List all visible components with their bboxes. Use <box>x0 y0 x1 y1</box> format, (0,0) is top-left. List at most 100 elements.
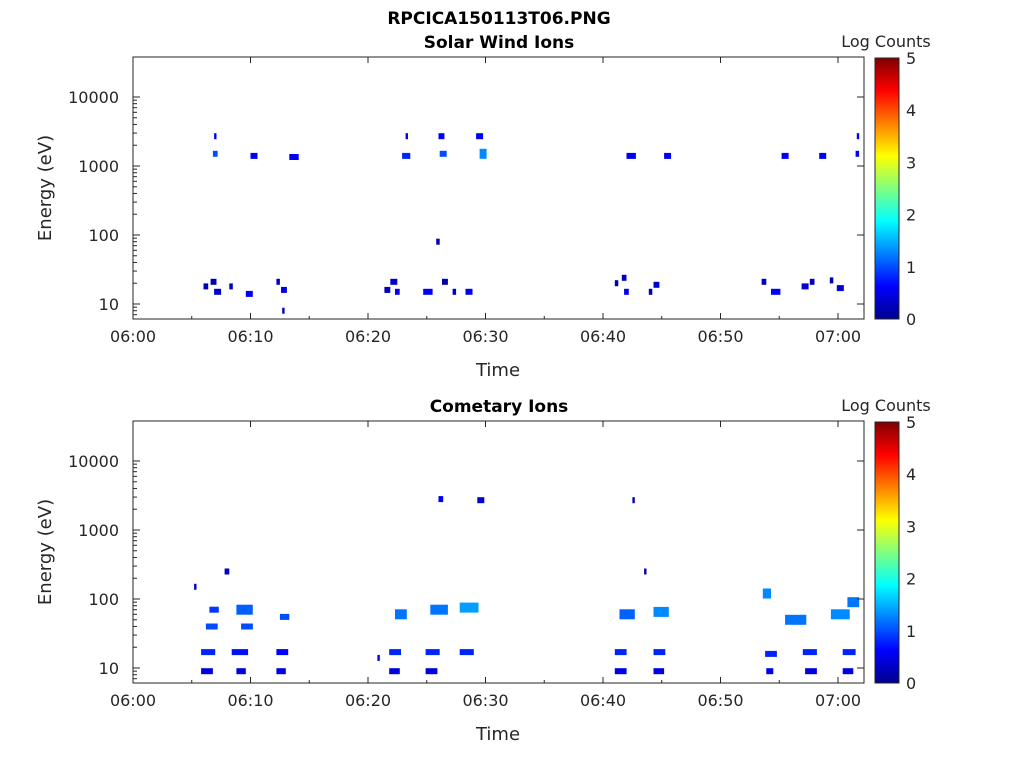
heatmap-cell <box>664 152 672 159</box>
heatmap-cell <box>829 277 834 284</box>
y-tick-label: 10 <box>99 295 119 314</box>
heatmap-cell <box>855 150 860 157</box>
x-tick-label: 06:30 <box>462 327 508 346</box>
heatmap-cell <box>390 278 398 285</box>
heatmap-cell <box>644 568 647 575</box>
heatmap-cell <box>436 238 440 245</box>
colorbar-tick-label: 0 <box>906 674 916 693</box>
heatmap-cell <box>430 604 448 615</box>
heatmap-cell <box>856 133 860 140</box>
heatmap-cell <box>624 288 629 295</box>
heatmap-cell <box>245 290 253 297</box>
x-tick-label: 06:50 <box>697 691 743 710</box>
x-tick-label: 06:40 <box>580 691 626 710</box>
heatmap-cell <box>425 649 440 656</box>
x-tick-label: 06:50 <box>697 327 743 346</box>
heatmap-cell <box>771 288 781 295</box>
panel-cometary: Cometary Ions Energy (eV) Time Log Count… <box>35 396 931 745</box>
colorbar-tick-label: 2 <box>906 206 916 225</box>
heatmap-cell <box>236 604 253 615</box>
heatmap-cell <box>201 668 213 675</box>
heatmap-cell <box>836 285 844 292</box>
x-tick-label: 06:40 <box>580 327 626 346</box>
heatmap-cell <box>425 668 438 675</box>
colorbar-label: Log Counts <box>841 396 931 415</box>
y-tick-label: 10 <box>99 659 119 678</box>
heatmap-cell <box>847 597 860 608</box>
heatmap-cell <box>842 649 856 656</box>
heatmap-cell <box>395 609 407 620</box>
heatmap-cell <box>377 654 380 661</box>
heatmap-cell <box>442 278 448 285</box>
heatmap-cell <box>781 152 789 159</box>
colorbar-tick-label: 2 <box>906 570 916 589</box>
plot-frame <box>132 420 865 684</box>
heatmap-cell <box>765 650 777 657</box>
heatmap-cell <box>402 152 411 159</box>
x-axis-label: Time <box>475 360 520 381</box>
heatmap-cell <box>214 288 222 295</box>
heatmap-cell <box>405 133 408 140</box>
heatmap-cell <box>626 152 636 159</box>
heatmap-cell <box>282 307 285 314</box>
colorbar-tick-label: 1 <box>906 258 916 277</box>
heatmap-cell <box>809 278 815 285</box>
heatmap-cell <box>459 602 479 613</box>
heatmap-cell <box>614 668 627 675</box>
x-tick-labels: 06:00 06:10 06:20 06:30 06:40 06:50 07:00 <box>110 57 861 346</box>
y-tick-label: 1000 <box>78 157 119 176</box>
x-tick-label: 07:00 <box>815 327 861 346</box>
heatmap-cell <box>395 288 400 295</box>
heatmap-cell <box>276 649 289 656</box>
heatmap-cell <box>281 286 287 293</box>
heatmap-cell <box>653 281 660 288</box>
heatmap-cell <box>236 668 246 675</box>
heatmap-cell <box>389 649 401 656</box>
panel-title: Cometary Ions <box>430 397 569 417</box>
heatmap-cell <box>801 283 809 290</box>
heatmap-cell <box>241 623 253 630</box>
x-tick-label: 06:30 <box>462 691 508 710</box>
heatmap-cell <box>389 668 400 675</box>
heatmap-cell <box>205 623 218 630</box>
heatmap-cell <box>438 496 444 503</box>
heatmap-cell <box>212 150 218 157</box>
heatmap-cell <box>621 274 627 281</box>
y-tick-label: 10000 <box>68 88 119 107</box>
y-axis-label: Energy (eV) <box>35 135 56 241</box>
y-tick-label: 1000 <box>78 521 119 540</box>
heatmap-cell <box>830 609 850 620</box>
heatmap-cell <box>289 154 299 160</box>
heatmap-cell <box>229 283 233 290</box>
heatmap-cell <box>452 288 457 295</box>
heatmap-cells <box>194 496 860 675</box>
heatmap-cell <box>209 606 219 613</box>
x-tick-label: 06:00 <box>110 327 156 346</box>
heatmap-cell <box>766 668 774 675</box>
heatmap-cell <box>802 649 817 656</box>
x-tick-label: 06:10 <box>227 327 273 346</box>
heatmap-cell <box>653 649 666 656</box>
x-tick-label: 06:10 <box>227 691 273 710</box>
y-tick-label: 10000 <box>68 452 119 471</box>
heatmap-cell <box>459 649 474 656</box>
heatmap-cell <box>477 497 485 504</box>
colorbar-tick-label: 5 <box>906 413 916 432</box>
x-tick-labels: 06:00 06:10 06:20 06:30 06:40 06:50 07:00 <box>110 421 861 710</box>
heatmap-cell <box>632 497 635 504</box>
colorbar-tick-label: 0 <box>906 310 916 329</box>
heatmap-cells <box>203 133 860 314</box>
heatmap-cell <box>762 588 771 599</box>
plot-frame <box>132 56 865 320</box>
y-tick-label: 100 <box>88 226 119 245</box>
heatmap-cell <box>439 150 447 157</box>
heatmap-cell <box>648 288 653 295</box>
heatmap-cell <box>619 609 635 620</box>
heatmap-cell <box>761 278 767 285</box>
x-tick-label: 06:20 <box>345 327 391 346</box>
heatmap-cell <box>842 668 854 675</box>
heatmap-cell <box>231 649 249 656</box>
heatmap-cell <box>194 583 197 590</box>
colorbar-tick-label: 3 <box>906 517 916 536</box>
